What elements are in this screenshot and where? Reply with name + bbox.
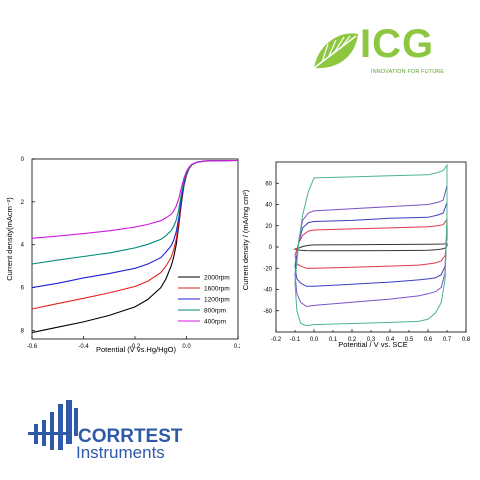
y-tick-label: -20 [263, 266, 272, 272]
corrtest-logo [28, 400, 78, 450]
x-tick-label: -0.6 [27, 344, 38, 350]
plot-frame [275, 161, 467, 333]
x-tick-label: -0.4 [78, 344, 89, 350]
y-tick-label: 4 [21, 243, 25, 249]
legend-label: 1200rpm [204, 296, 230, 303]
series-line-400rpm [31, 159, 239, 239]
y-tick-label: 6 [21, 286, 25, 292]
x-tick-label: -0.2 [271, 337, 282, 343]
x-tick-label: 0.5 [405, 337, 414, 343]
series-line-1200rpm [31, 159, 239, 289]
waveform-icon [28, 400, 78, 450]
x-tick-label: 0.6 [424, 337, 433, 343]
icg-tagline: INNOVATION FOR FUTURE [371, 69, 445, 75]
legend-label: 2000rpm [204, 274, 230, 281]
x-tick-label: 0.0 [310, 337, 319, 343]
x-tick-label: -0.2 [130, 344, 141, 350]
y-tick-label: 0 [269, 245, 273, 251]
corrtest-logo-text: CORRTEST [78, 426, 183, 447]
y-tick-label: 8 [21, 328, 25, 334]
y-tick-label: 40 [265, 203, 272, 209]
y-tick-label: 0 [21, 157, 25, 163]
leaf-icon [313, 33, 358, 69]
x-axis-label: Potential / V vs. SCE [338, 340, 408, 349]
y-tick-label: 20 [265, 224, 272, 230]
chart-legend: 2000rpm 1600rpm 1200rpm 800rpm 400rpm [178, 274, 230, 325]
x-tick-label: 0.7 [443, 337, 452, 343]
x-tick-label: 0.2 [234, 344, 240, 350]
x-tick-label: 0.4 [386, 337, 395, 343]
series-line-800rpm [31, 159, 239, 265]
y-tick-label: 60 [265, 181, 272, 187]
icg-logo-text: ICG [360, 22, 435, 66]
legend-label: 400rpm [204, 318, 226, 325]
lsv-chart: -0.6 -0.4 -0.2 0.0 0.2 0 2 4 6 8 2000rpm 1600rpm 12… [5, 157, 240, 354]
x-tick-label: 0.0 [182, 344, 191, 350]
cv-loop-5 [294, 163, 448, 327]
cv-loop-1 [293, 243, 448, 252]
legend-label: 1600rpm [204, 285, 230, 292]
x-tick-label: -0.1 [290, 337, 301, 343]
x-tick-label: 0.1 [329, 337, 338, 343]
x-tick-label: 0.3 [367, 337, 376, 343]
x-axis-label: Potential (V vs.Hg/HgO) [96, 345, 177, 354]
icg-logo [313, 33, 358, 69]
x-tick-label: 0.8 [462, 337, 471, 343]
cv-loop-4 [294, 185, 448, 308]
y-tick-label: -60 [263, 309, 272, 315]
y-tick-label: 2 [21, 200, 25, 206]
y-axis-label: Current density / (mA/mg cm²) [241, 189, 250, 290]
corrtest-subtitle: Instruments [76, 443, 165, 462]
x-tick-label: 0.2 [348, 337, 357, 343]
y-tick-label: -40 [263, 288, 272, 294]
cv-chart: -0.2 -0.1 0.0 0.1 0.2 0.3 0.4 0.5 0.6 0.7 0.8 60 40 2… [241, 161, 471, 349]
legend-label: 800rpm [204, 307, 226, 314]
y-axis-label: Current density(mAcm⁻²) [5, 197, 14, 281]
